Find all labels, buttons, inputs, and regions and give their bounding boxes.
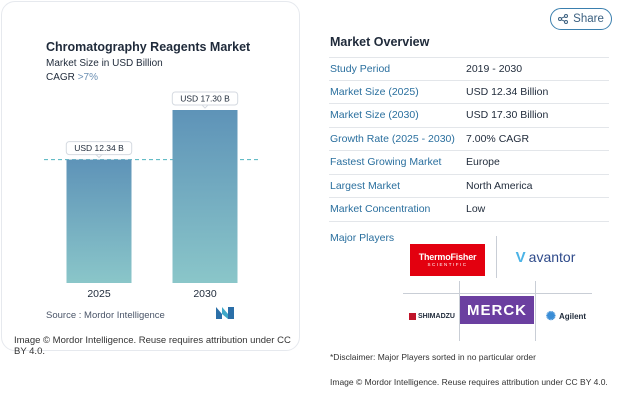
avantor-mark-icon: V <box>515 248 526 266</box>
overview-value: USD 17.30 Billion <box>466 109 549 122</box>
cagr-line: CAGR >7% <box>46 72 98 83</box>
value-label: USD 12.34 B <box>74 143 124 153</box>
overview-row-concentration: Market Concentration Low <box>329 198 609 222</box>
attribution: Image © Mordor Intelligence. Reuse requi… <box>330 377 608 387</box>
shimadzu-mark-icon <box>409 312 417 320</box>
overview-value: USD 12.34 Billion <box>466 85 549 98</box>
card-attribution: Image © Mordor Intelligence. Reuse requi… <box>14 335 291 357</box>
overview-key[interactable]: Market Concentration <box>330 203 431 216</box>
x-tick-label: 2030 <box>193 288 217 300</box>
overview-row-study-period: Study Period 2019 - 2030 <box>329 57 609 81</box>
value-label: USD 17.30 B <box>180 94 230 104</box>
overview-value: Europe <box>466 156 500 169</box>
disclaimer: *Disclaimer: Major Players sorted in no … <box>330 352 536 362</box>
overview-key[interactable]: Largest Market <box>330 179 401 192</box>
avantor-logo[interactable]: V avantor <box>498 246 593 268</box>
overview-value: Low <box>466 203 486 216</box>
overview-value: 7.00% CAGR <box>466 132 530 145</box>
cagr-label: CAGR <box>46 72 75 83</box>
share-icon <box>558 14 569 24</box>
agilent-logo[interactable]: ✺ Agilent <box>540 306 592 326</box>
overview-row-fastest-growing: Fastest Growing Market Europe <box>329 151 609 175</box>
thermo-fisher-name: ThermoFisher <box>418 252 477 262</box>
bar-2030 <box>172 110 238 283</box>
value-label-pointer <box>94 154 104 159</box>
source-value: Mordor Intelligence <box>84 310 165 321</box>
overview-row-growth-rate: Growth Rate (2025 - 2030) 7.00% CAGR <box>329 128 609 151</box>
chart-subtitle: Market Size in USD Billion <box>46 58 163 69</box>
logo-grid-divider <box>535 281 536 341</box>
overview-key[interactable]: Market Size (2025) <box>330 85 419 98</box>
share-button[interactable]: Share <box>550 8 612 30</box>
merck-logo[interactable]: MERCK <box>460 296 534 324</box>
thermo-fisher-logo[interactable]: ThermoFisher SCIENTIFIC <box>410 244 485 276</box>
overview-row-market-size-2025: Market Size (2025) USD 12.34 Billion <box>329 81 609 104</box>
thermo-fisher-sub: SCIENTIFIC <box>427 262 468 267</box>
market-chart-card: Chromatography Reagents Market Market Si… <box>1 1 300 357</box>
overview-key[interactable]: Growth Rate (2025 - 2030) <box>330 132 455 145</box>
logo-grid-divider <box>496 236 497 278</box>
logo-grid-divider <box>459 281 460 341</box>
cagr-value: >7% <box>77 72 98 83</box>
share-label: Share <box>573 13 604 25</box>
bar-chart: USD 12.34 B 2025 USD 17.30 B 2030 <box>44 91 260 300</box>
shimadzu-name: SHIMADZU <box>418 312 455 320</box>
merck-name: MERCK <box>467 301 527 319</box>
market-overview-table: Study Period 2019 - 2030 Market Size (20… <box>329 57 609 222</box>
overview-value: 2019 - 2030 <box>466 62 523 75</box>
agilent-name: Agilent <box>558 311 587 321</box>
value-label-pointer <box>200 104 210 109</box>
chart-title: Chromatography Reagents Market <box>46 40 251 54</box>
overview-value: North America <box>466 179 533 192</box>
market-overview-title: Market Overview <box>330 35 430 49</box>
avantor-name: avantor <box>528 249 576 265</box>
agilent-spark-icon: ✺ <box>545 309 556 323</box>
mordor-logo-icon <box>216 307 234 319</box>
overview-key[interactable]: Study Period <box>330 62 391 75</box>
source-label: Source : <box>46 310 82 321</box>
overview-key[interactable]: Fastest Growing Market <box>330 156 442 169</box>
overview-key[interactable]: Market Size (2030) <box>330 109 419 122</box>
overview-row-market-size-2030: Market Size (2030) USD 17.30 Billion <box>329 104 609 128</box>
bar-2025 <box>66 159 132 283</box>
x-tick-label: 2025 <box>87 288 111 300</box>
overview-row-largest-market: Largest Market North America <box>329 175 609 198</box>
shimadzu-logo[interactable]: SHIMADZU <box>405 309 459 323</box>
major-players-label[interactable]: Major Players <box>330 232 395 244</box>
source-line: Source : Mordor Intelligence <box>46 310 165 321</box>
logo-grid-divider <box>403 293 592 294</box>
